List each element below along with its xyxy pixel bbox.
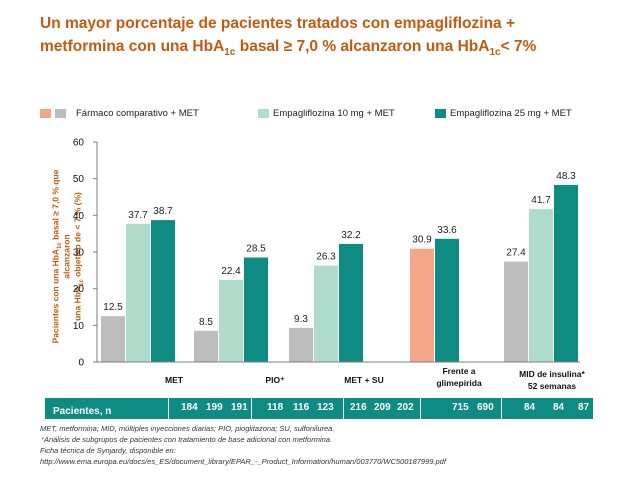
category-label-mid-line-1: MID de insulina* <box>519 369 585 379</box>
legend-label-empa25: Empagliflozina 25 mg + MET <box>450 108 572 119</box>
category-label-met: MET <box>165 375 184 385</box>
legend-label-comparator: Fármaco comparativo + MET <box>76 108 199 119</box>
y-axis: 0 10 20 30 40 50 60 <box>73 138 97 369</box>
title-line-1: Un mayor porcentaje de pacientes tratado… <box>40 15 516 32</box>
panel-separator <box>168 398 169 419</box>
bar-empa10 <box>126 223 150 362</box>
bar-value-label: 38.7 <box>153 206 173 217</box>
y-tick-label: 0 <box>78 358 84 369</box>
bar-chart: 0 10 20 30 40 50 60 12.5 37.7 38.7 8.5 22.4 28.5 9.3… <box>73 138 586 392</box>
panel-separator <box>420 398 421 419</box>
title-line-2-middle: basal ≥ 7,0 % alcanzaron una HbA <box>235 38 490 55</box>
y-tick-label: 60 <box>73 138 85 149</box>
bar-value-label: 8.5 <box>199 317 213 328</box>
footnote-line: ⁺Análisis de subgrupos de pacientes con … <box>40 435 333 444</box>
bar-value-label: 32.2 <box>341 230 361 241</box>
category-label-mid-line-2: 52 semanas <box>528 381 576 391</box>
y-tick-label: 50 <box>73 174 85 185</box>
patients-label-text: Pacientes, n <box>53 406 112 417</box>
legend-item-empa25: Empagliflozina 25 mg + MET <box>435 108 572 119</box>
footnote-line: MET, metformina; MID, múltiples inyeccio… <box>40 424 335 433</box>
patients-n: 216 <box>350 402 367 413</box>
patients-n: 690 <box>477 402 494 413</box>
patients-n: 191 <box>231 402 248 413</box>
bar-comparator <box>101 316 125 362</box>
panel-separator <box>343 398 344 419</box>
bar-empa25 <box>554 184 578 362</box>
legend-swatch-empa10 <box>258 109 269 118</box>
patients-n: 84 <box>524 402 536 413</box>
title-line-2: metformina con una HbA1c basal ≥ 7,0 % a… <box>40 35 630 58</box>
bar-value-label: 27.4 <box>506 248 526 259</box>
bar-empa10 <box>314 265 338 362</box>
legend-item-comparator: Fármaco comparativo + MET <box>40 108 199 119</box>
patients-n: 209 <box>374 402 391 413</box>
title-sub-1: 1c <box>224 47 236 59</box>
bar-comparator <box>410 248 434 362</box>
category-label-met-su: MET + SU <box>344 375 383 385</box>
y-tick-label: 30 <box>73 248 85 259</box>
patients-n: 715 <box>452 402 469 413</box>
bar-empa25 <box>435 238 459 362</box>
category-labels: MET PIO⁺ MET + SU Frente a glimepirida M… <box>165 366 585 391</box>
bar-value-label: 26.3 <box>316 252 336 263</box>
bar-empa25 <box>244 257 268 362</box>
page-title: Un mayor porcentaje de pacientes tratado… <box>40 12 630 58</box>
legend-swatch-empa25 <box>435 109 446 118</box>
category-label-glim-line-1: Frente a <box>442 366 475 376</box>
bar-value-label: 28.5 <box>246 244 266 255</box>
bar-value-label: 22.4 <box>221 266 241 277</box>
legend-swatch-comparator-gray <box>55 109 66 118</box>
patients-n: 118 <box>267 402 284 413</box>
bar-empa10 <box>529 209 553 362</box>
bar-comparator <box>194 330 218 362</box>
bar-empa25 <box>339 243 363 362</box>
patients-n: 199 <box>206 402 223 413</box>
bar-value-label: 9.3 <box>294 314 308 325</box>
bar-value-label: 37.7 <box>128 210 148 221</box>
legend-label-empa10: Empagliflozina 10 mg + MET <box>273 108 395 119</box>
title-sub-2: 1c <box>489 47 501 59</box>
title-line-2-prefix: metformina con una HbA <box>40 38 225 55</box>
y-tick-label: 40 <box>73 211 85 222</box>
patients-n: 202 <box>397 402 414 413</box>
patients-n: 123 <box>317 402 334 413</box>
panel-separator <box>501 398 502 419</box>
panel-separator <box>251 398 252 419</box>
bar-value-label: 30.9 <box>412 235 432 246</box>
category-label-pio: PIO⁺ <box>265 375 285 385</box>
y-tick-label: 20 <box>73 284 85 295</box>
category-label-glim-line-2: glimepirida <box>436 378 482 388</box>
footnote-line: Ficha técnica de Synjardy, disponible en… <box>40 446 176 455</box>
patients-n: 87 <box>578 402 590 413</box>
bar-value-label: 12.5 <box>103 302 123 313</box>
patients-n: 184 <box>181 402 198 413</box>
patients-n: 84 <box>553 402 565 413</box>
patients-n: 116 <box>293 402 310 413</box>
bar-comparator <box>289 327 313 362</box>
bar-comparator <box>504 261 528 362</box>
bars <box>101 184 578 362</box>
bar-value-label: 41.7 <box>531 195 551 206</box>
bar-value-label: 33.6 <box>437 225 457 236</box>
bar-value-label: 48.3 <box>556 171 576 182</box>
chart-legend: Fármaco comparativo + MET Empagliflozina… <box>40 108 600 124</box>
patients-panel: Pacientes, n 184 199 191 118 116 123 216… <box>45 398 593 419</box>
bar-empa10 <box>219 279 243 362</box>
footnotes: MET, metformina; MID, múltiples inyeccio… <box>40 423 600 467</box>
bar-empa25 <box>151 220 175 362</box>
legend-swatch-comparator-orange <box>40 109 51 118</box>
y-tick-label: 10 <box>73 321 85 332</box>
title-line-2-suffix: < 7% <box>500 38 537 55</box>
legend-item-empa10: Empagliflozina 10 mg + MET <box>258 108 395 119</box>
value-labels: 12.5 37.7 38.7 8.5 22.4 28.5 9.3 26.3 32.2 30.9 33… <box>103 171 576 328</box>
footnote-link[interactable]: http://www.ema.europa.eu/docs/es_ES/docu… <box>40 457 446 466</box>
